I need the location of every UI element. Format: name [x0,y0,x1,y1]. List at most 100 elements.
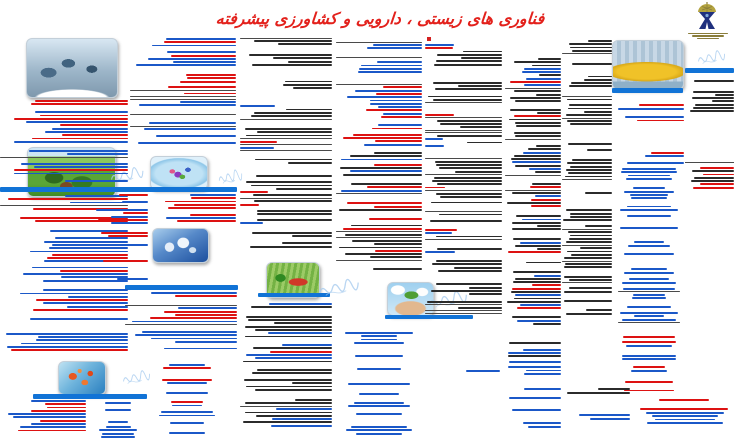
text-line [571,159,612,162]
text-line [373,268,422,270]
text-line [508,342,561,344]
text-line [436,192,502,195]
text-line [245,181,332,184]
text-line [569,46,612,49]
text-line [244,402,332,405]
text-line [512,316,561,319]
text-line [569,104,612,107]
text-line [240,191,268,193]
text-line [631,297,667,300]
text-line [352,240,422,242]
institute-emblem-icon [698,2,716,29]
text-line [122,212,148,215]
text-line [533,274,561,277]
text-line [250,306,332,309]
text-line [240,140,278,143]
divider-rule [425,129,502,131]
text-line [251,372,332,375]
text-line [514,244,561,247]
text-line [118,194,148,196]
text-line [699,183,734,186]
text-line [511,291,561,293]
text-line [255,175,332,178]
text-line [509,396,561,399]
text-line [565,263,612,266]
text-line [268,332,332,335]
text-line [134,334,237,337]
divider-rule [505,174,561,176]
text-line [35,219,128,222]
text-line [295,398,332,401]
text-line [173,61,236,64]
text-line [589,417,630,420]
text-line [358,71,422,73]
text-line [33,207,128,210]
text-line [43,260,128,263]
text-line [160,411,214,414]
text-line [364,143,422,146]
text-line [270,424,332,427]
text-line [37,336,128,338]
text-line [339,208,422,211]
text-line [631,268,667,271]
section-header-bar [33,394,147,399]
text-line [425,232,452,235]
divider-rule [130,114,236,116]
text-line [150,317,237,320]
text-line [244,325,332,328]
text-line [281,344,332,346]
text-line [469,293,502,296]
text-line [536,225,561,228]
text-line [100,231,148,234]
text-line [621,341,677,344]
text-line [144,128,236,131]
text-line [166,382,208,384]
factory-photo [26,38,118,98]
text-line [512,161,561,164]
text-line [512,192,561,195]
text-line [639,104,684,107]
text-line [650,151,684,154]
text-line [466,370,500,373]
text-line [522,151,561,154]
text-line [375,92,422,95]
text-line [251,115,332,117]
divider-rule [425,102,502,104]
text-line [287,60,332,63]
text-line [383,86,422,89]
text-line [525,261,561,264]
text-line [14,117,128,120]
text-line [568,142,612,145]
text-line [110,215,148,218]
text-line [425,44,455,46]
text-line [377,106,422,108]
text-line [244,378,332,381]
col-9-bottom [686,167,734,191]
text-line [35,111,128,114]
text-line [570,123,612,126]
text-line [249,245,332,248]
divider-rule [0,156,128,158]
text-line [516,307,561,310]
col-2-under-band-left [92,194,148,282]
text-line [131,320,237,323]
text-line [373,44,422,47]
text-line [620,208,678,211]
text-line [377,61,422,64]
text-line [512,409,561,412]
text-line [435,88,502,91]
text-line [538,58,561,60]
divider-rule [562,117,612,119]
text-line [621,171,677,174]
text-line [568,107,612,110]
text-line [240,222,264,225]
text-line [110,222,148,225]
divider-rule [130,125,236,127]
text-line [513,271,561,274]
text-line [383,112,422,115]
text-line [569,237,612,240]
text-line [257,131,332,134]
col-left-bottom-red [0,400,86,434]
text-line [522,218,561,221]
text-line [636,119,684,122]
